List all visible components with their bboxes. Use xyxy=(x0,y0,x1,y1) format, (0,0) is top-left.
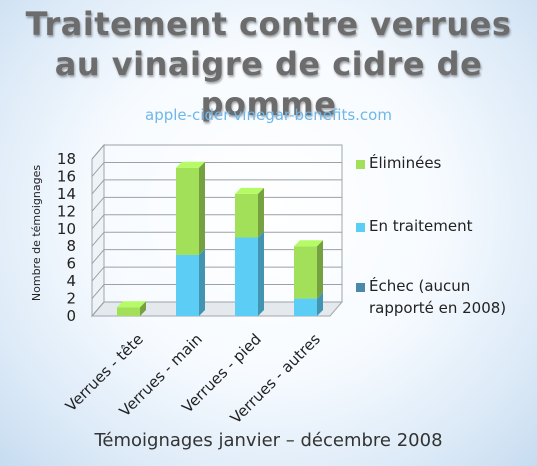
gridline xyxy=(91,196,342,212)
gridline xyxy=(91,214,342,230)
y-tick-label: 16 xyxy=(57,167,76,185)
y-tick-label: 4 xyxy=(66,272,76,290)
bar-segment-side xyxy=(317,240,323,299)
bar-segment-top xyxy=(117,301,146,308)
legend-label: Éliminées xyxy=(369,153,442,172)
x-axis-title: Témoignages janvier – décembre 2008 xyxy=(94,430,443,451)
y-tick-label: 8 xyxy=(66,237,76,255)
y-tick-label: 6 xyxy=(66,255,76,273)
legend-label: Échec (aucun xyxy=(369,276,470,295)
bars xyxy=(117,161,323,316)
y-tick-label: 2 xyxy=(66,290,76,308)
bar-segment-top xyxy=(294,240,323,247)
website-label: apple-cider-vinegar-benefits.com xyxy=(145,106,392,124)
y-axis-label: Nombre de témoignages xyxy=(30,165,43,301)
bar-segment-top xyxy=(176,161,205,168)
legend-swatch xyxy=(356,223,365,232)
bar-segment-top xyxy=(235,187,264,194)
bar-segment xyxy=(235,237,258,316)
legend-label: En traitement xyxy=(369,217,473,235)
legend-label: rapporté en 2008) xyxy=(369,299,506,317)
bar-segment xyxy=(176,167,199,255)
bar-segment-side xyxy=(317,292,323,316)
bar-segment xyxy=(294,246,317,299)
y-tick-label: 0 xyxy=(66,307,76,325)
y-tick-label: 10 xyxy=(57,220,76,238)
legend-swatch xyxy=(356,160,365,169)
bar-segment xyxy=(176,254,199,316)
bar-segment-side xyxy=(140,301,146,316)
y-tick-label: 14 xyxy=(57,185,76,203)
y-tick-label: 12 xyxy=(57,202,76,220)
bar-segment-side xyxy=(258,231,264,316)
bar-segment-side xyxy=(258,187,264,238)
bar-segment xyxy=(235,193,258,238)
legend-swatch xyxy=(356,283,365,292)
gridline xyxy=(91,161,342,177)
y-tick-label: 18 xyxy=(57,150,76,168)
bar-segment xyxy=(117,307,140,316)
gridline xyxy=(91,179,342,195)
bar-segment-side xyxy=(199,161,205,255)
chart-title-line2: au vinaigre de cidre de pomme xyxy=(54,45,483,123)
gridline xyxy=(91,144,342,160)
chart-title-line1: Traitement contre verrues xyxy=(25,5,512,43)
chart-title: Traitement contre verrues au vinaigre de… xyxy=(0,4,537,124)
legend: Éliminées En traitement Échec (aucun rappor… xyxy=(356,153,506,317)
side-wall xyxy=(91,143,105,318)
bar-segment xyxy=(294,298,317,316)
bar-segment-side xyxy=(199,248,205,316)
